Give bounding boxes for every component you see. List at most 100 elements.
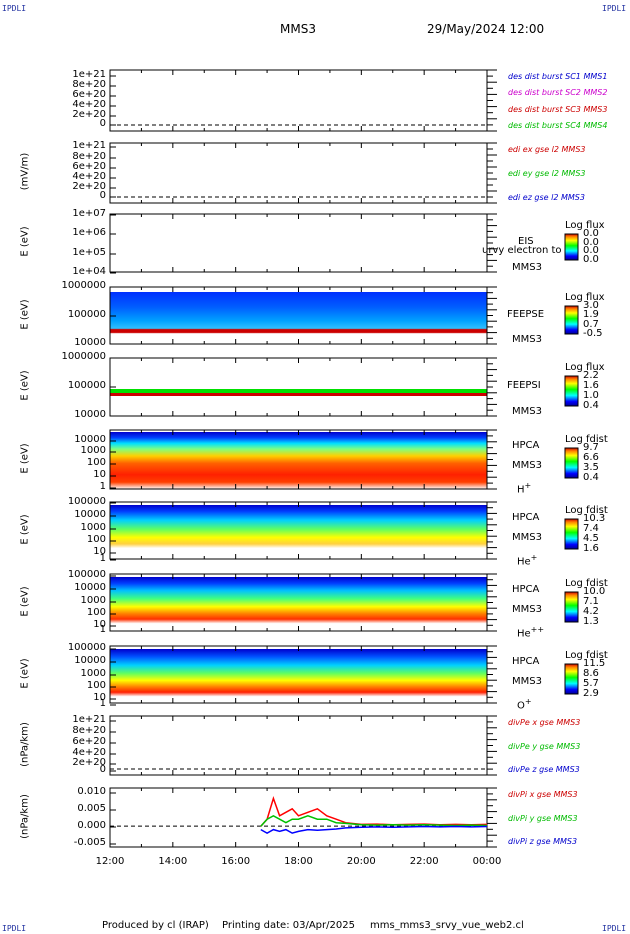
ytick-label: 100000 (67, 642, 106, 653)
spacecraft-label: MMS3 (512, 334, 542, 345)
ytick-label: 10000 (74, 337, 106, 348)
hpca-hepp-spectrogram (110, 577, 487, 631)
colorbar-title: Log fdist (565, 505, 608, 516)
ytick-label: 1000 (80, 445, 106, 456)
ytick-label: 10000 (74, 434, 106, 445)
ytick-label: 1e+07 (72, 208, 106, 219)
footer-produced-by: Produced by cl (IRAP) (102, 920, 209, 931)
panel-frame-5 (109, 357, 488, 417)
xtick-label: 00:00 (472, 856, 502, 867)
overlay-label: urvy electron to (482, 245, 562, 256)
ytick-label: 6e+20 (72, 736, 106, 747)
colorbar-tick: 0.4 (583, 400, 599, 411)
header-spacecraft: MMS3 (280, 22, 316, 36)
footer-filename: mms_mms3_srvy_vue_web2.cl (370, 920, 524, 931)
ytick-label: 1e+04 (72, 266, 106, 277)
spacecraft-label: MMS3 (512, 532, 542, 543)
ytick-label: 10 (93, 546, 106, 557)
ytick-label: 1000 (80, 668, 106, 679)
corner-label-br: IPDLI (602, 924, 627, 933)
ytick-label: 100000 (67, 309, 106, 320)
ytick-label: 6e+20 (72, 161, 106, 172)
ytick-label: 100000 (67, 496, 106, 507)
colorbar (564, 233, 579, 261)
colorbar (564, 375, 579, 407)
ytick-label: 0.010 (77, 786, 106, 797)
instrument-label: HPCA (512, 656, 540, 667)
ytick-label: 100 (86, 534, 106, 545)
colorbar-tick: 0.0 (583, 245, 599, 257)
species-label: H+ (517, 481, 532, 496)
colorbar-tick: 0.0 (583, 236, 599, 248)
ytick-label: 2e+20 (72, 109, 106, 120)
colorbar-tick: 7.1 (583, 596, 599, 607)
spacecraft-label: MMS3 (512, 406, 542, 417)
ytick-label: 1e+21 (72, 140, 106, 151)
ytick-label: 10 (93, 619, 106, 630)
colorbar-tick: 0.7 (583, 318, 599, 330)
corner-label-tl: IPDLI (2, 4, 27, 13)
legend-entry: des dist burst SC2 MMS2 (508, 88, 608, 98)
ytick-label: 8e+20 (72, 725, 106, 736)
colorbar-tick: 3.0 (583, 300, 599, 311)
spacecraft-label: MMS3 (512, 460, 542, 471)
colorbar-title: Log fdist (565, 434, 608, 445)
instrument-label: HPCA (512, 584, 540, 595)
spacecraft-label: MMS3 (512, 676, 542, 687)
footer-printing-date: Printing date: 03/Apr/2025 (222, 920, 355, 931)
colorbar (564, 663, 579, 695)
ytick-label: 0.000 (77, 820, 106, 831)
ytick-label: 4e+20 (72, 747, 106, 758)
ytick-label: 2e+20 (72, 757, 106, 768)
ytick-label: 1000 (80, 595, 106, 606)
colorbar-title: Log flux (565, 220, 605, 231)
legend-entry: des dist burst SC1 MMS1 (508, 72, 608, 81)
colorbar-tick: 2.2 (583, 370, 599, 381)
ytick-label: 1 (99, 481, 106, 492)
colorbar-tick: 3.5 (583, 462, 599, 473)
instrument-label: HPCA (512, 440, 540, 451)
ytick-label: 8e+20 (72, 151, 106, 162)
series-line-2 (260, 814, 488, 827)
ytick-label: 4e+20 (72, 171, 106, 182)
colorbar-tick: 2.9 (583, 688, 599, 699)
instrument-label: EIS (518, 236, 534, 247)
legend-entry: edi ez gse l2 MMS3 (508, 193, 585, 202)
ytick-label: 100 (86, 607, 106, 618)
ytick-label: 10000 (74, 655, 106, 666)
ytick-label: 1e+06 (72, 227, 106, 238)
ytick-label: 10 (93, 469, 106, 480)
ytick-label: 1000000 (61, 280, 106, 291)
legend-entry: divPi x gse MMS3 (508, 790, 578, 799)
xtick-label: 18:00 (284, 856, 313, 867)
spacecraft-label: MMS3 (512, 262, 542, 273)
series-line-3 (260, 825, 488, 834)
ytick-label: 10000 (74, 582, 106, 593)
colorbar-tick: 6.6 (583, 452, 599, 463)
ytick-label: 100000 (67, 380, 106, 391)
legend-entry: edi ey gse l2 MMS3 (508, 169, 586, 178)
ytick-label: 6e+20 (72, 89, 106, 100)
header-datetime: 29/May/2024 12:00 (427, 22, 545, 36)
ytick-label: 10000 (74, 509, 106, 520)
legend-entry: divPe y gse MMS3 (508, 741, 581, 751)
colorbar-tick: 8.6 (583, 668, 599, 679)
feepse-spectrogram (110, 292, 487, 344)
ytick-label: 1 (99, 553, 106, 564)
xtick-label: 14:00 (158, 856, 188, 867)
ytick-label: 10 (93, 692, 106, 703)
legend-entry: des dist burst SC3 MMS3 (508, 104, 608, 114)
ytick-label: 0 (99, 764, 106, 775)
panel-frame-2 (109, 142, 488, 204)
ytick-label: 8e+20 (72, 79, 106, 90)
legend-entry: divPe z gse MMS3 (508, 765, 580, 774)
colorbar-tick: 10.0 (583, 586, 606, 597)
colorbar-title: Log fdist (565, 578, 608, 589)
spacecraft-label: MMS3 (512, 604, 542, 615)
corner-label-tr: IPDLI (602, 4, 627, 13)
colorbar-tick: 0.0 (583, 228, 599, 239)
colorbar-title: Log flux (565, 292, 605, 303)
ytick-label: -0.005 (73, 837, 106, 848)
ytick-label: 10000 (74, 409, 106, 420)
series-line-1 (260, 796, 488, 827)
